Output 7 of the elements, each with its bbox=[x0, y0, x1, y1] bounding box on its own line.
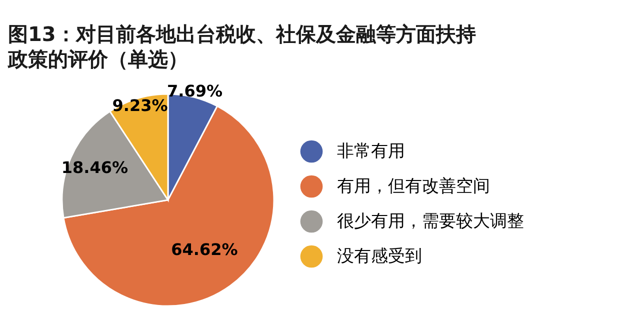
legend-label: 没有感受到 bbox=[337, 246, 422, 266]
data-label: 64.62% bbox=[171, 240, 238, 260]
legend-label: 有用，但有改善空间 bbox=[337, 176, 490, 196]
data-label: 7.69% bbox=[167, 81, 223, 100]
legend-label: 很少有用，需要较大调整 bbox=[337, 212, 524, 232]
chart-title: 图13：对目前各地出台税收、社保及金融等方面扶持政策的评价（单选） bbox=[7, 22, 476, 71]
legend-label: 非常有用 bbox=[337, 142, 405, 162]
